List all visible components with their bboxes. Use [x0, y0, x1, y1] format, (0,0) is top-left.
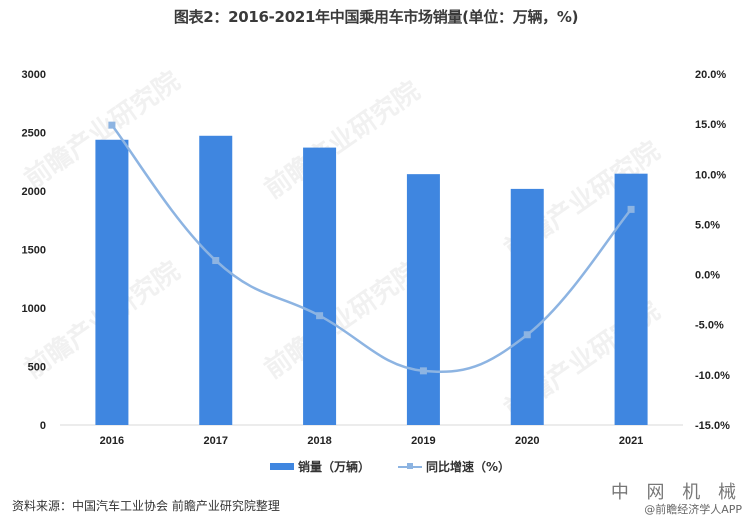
growth-line: [110, 124, 633, 373]
line-marker-2016: [108, 121, 116, 129]
bar-series: [95, 135, 648, 425]
legend-item-growth: 同比增速（%）: [398, 458, 510, 475]
left-tick-label: 2000: [22, 186, 46, 198]
legend-item-sales: 销量（万辆）: [270, 458, 370, 475]
x-tick-label: 2017: [204, 435, 228, 447]
bar-2018: [303, 147, 337, 425]
bar-swatch-icon: [270, 463, 294, 470]
line-swatch-icon: [398, 462, 423, 469]
x-tick-label: 2021: [619, 435, 643, 447]
left-tick-label: 1500: [22, 245, 46, 257]
line-marker-2020: [523, 331, 531, 339]
line-marker-2021: [627, 205, 635, 213]
x-axis: 2016 2017 2018 2019 2020 2021: [100, 435, 644, 447]
legend: 销量（万辆） 同比增速（%）: [270, 458, 510, 475]
x-tick-label: 2020: [515, 435, 539, 447]
x-tick-label: 2016: [100, 435, 124, 447]
line-series: [108, 121, 635, 375]
x-tick-label: 2018: [307, 435, 331, 447]
right-tick-label: 5.0%: [695, 219, 720, 231]
line-marker-2018: [316, 312, 324, 320]
bar-2017: [199, 135, 233, 425]
bar-2021: [614, 173, 648, 425]
corner-watermark: 中 网 机 械 @前瞻经济学人APP: [611, 478, 742, 517]
x-tick-label: 2019: [411, 435, 435, 447]
watermark-text: @前瞻经济学人APP: [644, 503, 742, 516]
right-tick-label: 0.0%: [695, 270, 720, 282]
bar-2016: [95, 139, 129, 425]
left-tick-label: 0: [40, 420, 46, 432]
legend-label: 同比增速（%）: [426, 460, 511, 474]
legend-label: 销量（万辆）: [298, 460, 371, 474]
bar-2020: [510, 188, 544, 425]
left-tick-label: 2500: [22, 128, 46, 140]
watermark-text: 中 网 机 械: [610, 482, 742, 503]
left-axis: 0 500 1000 1500 2000 2500 3000: [22, 69, 46, 432]
left-tick-label: 500: [28, 362, 46, 374]
right-tick-label: -10.0%: [695, 370, 730, 382]
right-tick-label: 10.0%: [695, 169, 726, 181]
source-note: 资料来源：中国汽车工业协会 前瞻产业研究院整理: [12, 499, 280, 513]
line-marker-2017: [212, 257, 220, 265]
right-axis: -15.0% -10.0% -5.0% 0.0% 5.0% 10.0% 15.0% 20.0%: [695, 69, 730, 432]
chart-title: 图表2：2016-2021年中国乘用车市场销量(单位：万辆，%): [173, 8, 579, 26]
right-tick-label: -15.0%: [695, 420, 730, 432]
left-tick-label: 1000: [22, 303, 46, 315]
right-tick-label: -5.0%: [695, 320, 724, 332]
right-tick-label: 15.0%: [695, 119, 726, 131]
right-tick-label: 20.0%: [695, 69, 726, 81]
left-tick-label: 3000: [22, 69, 46, 81]
bar-2019: [406, 174, 440, 425]
line-marker-2019: [419, 367, 427, 375]
